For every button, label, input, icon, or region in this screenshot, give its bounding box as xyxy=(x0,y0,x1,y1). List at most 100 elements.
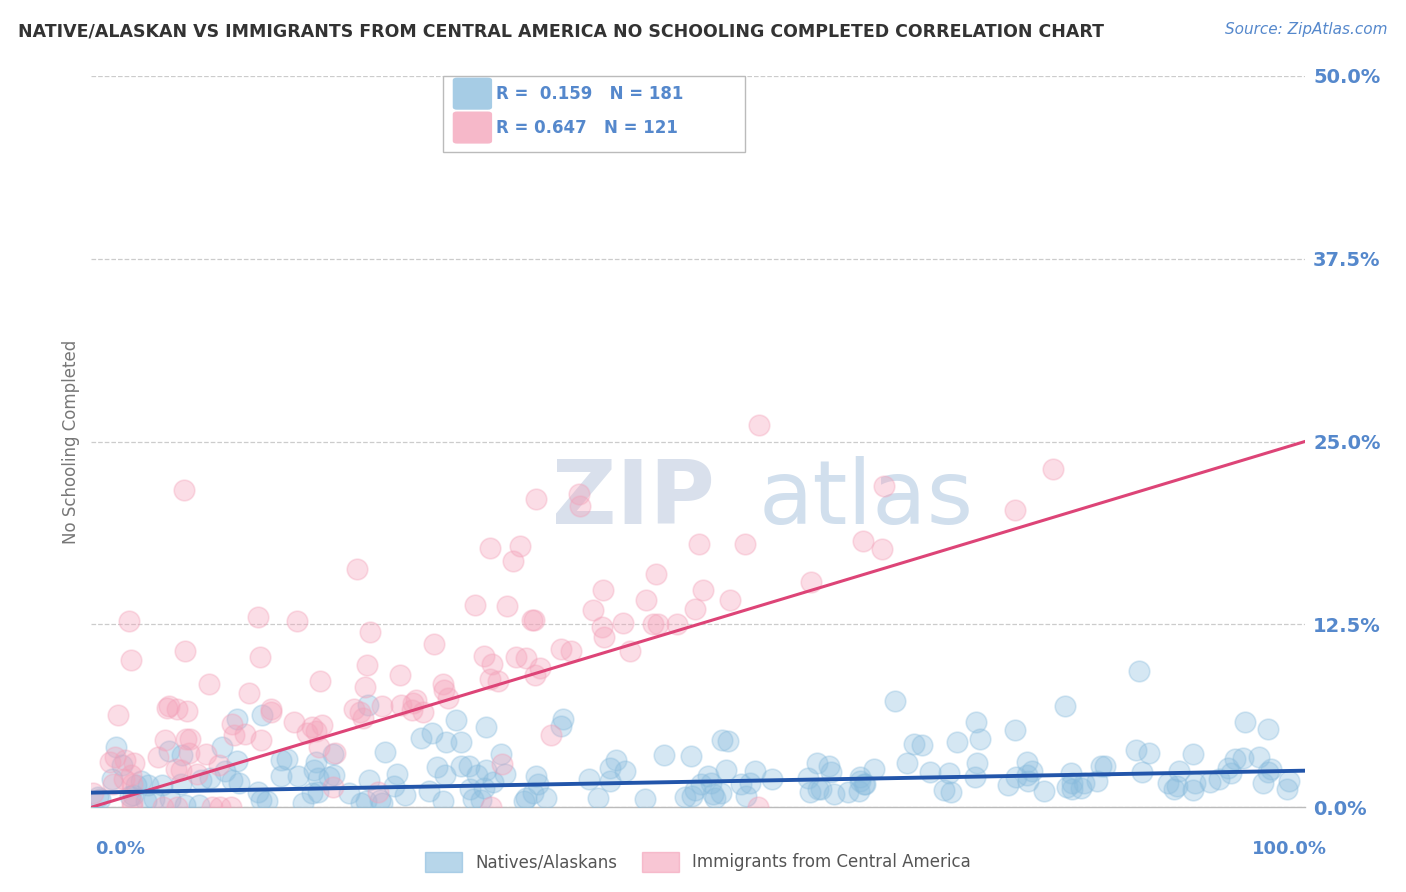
Point xyxy=(513,794,536,808)
Point xyxy=(1278,773,1301,788)
Point xyxy=(371,796,394,810)
Point xyxy=(357,698,380,713)
Point xyxy=(176,704,198,718)
Point xyxy=(1021,764,1043,778)
Point xyxy=(963,770,986,784)
Point xyxy=(105,739,128,754)
Point xyxy=(1128,664,1150,678)
Point xyxy=(1015,768,1038,782)
Point xyxy=(1225,752,1247,766)
Point xyxy=(524,667,547,681)
Point xyxy=(692,583,714,598)
Point xyxy=(166,800,188,814)
Point xyxy=(368,793,391,807)
Point xyxy=(534,790,557,805)
Point xyxy=(388,668,411,682)
Point xyxy=(665,617,688,632)
Point xyxy=(190,773,212,788)
Point xyxy=(505,650,527,665)
Point xyxy=(287,769,309,783)
Point xyxy=(1017,756,1039,770)
Point xyxy=(89,792,111,806)
Point xyxy=(219,800,242,814)
Point xyxy=(738,776,761,790)
Point xyxy=(321,780,343,795)
Point xyxy=(464,598,486,612)
Point xyxy=(872,541,894,556)
Point xyxy=(966,756,988,770)
Point xyxy=(910,739,932,753)
Point xyxy=(1199,775,1222,789)
Point xyxy=(198,771,221,785)
Point xyxy=(247,610,270,624)
Point xyxy=(478,672,501,686)
Point xyxy=(1056,780,1078,794)
Point xyxy=(120,768,142,782)
Point xyxy=(135,794,157,808)
Point xyxy=(101,777,124,791)
Point xyxy=(446,714,468,728)
Point xyxy=(165,762,187,776)
Point xyxy=(918,764,941,779)
Point xyxy=(276,752,298,766)
Point xyxy=(704,791,727,805)
Point xyxy=(896,756,918,771)
Point xyxy=(146,750,169,764)
Point xyxy=(526,491,548,506)
Point xyxy=(359,625,381,640)
Point xyxy=(1085,773,1108,788)
Point xyxy=(209,800,232,814)
Point xyxy=(1042,462,1064,476)
Point xyxy=(221,717,243,731)
Point xyxy=(173,483,195,497)
Point xyxy=(1157,775,1180,789)
Point xyxy=(307,772,329,786)
Point xyxy=(1094,759,1116,773)
Point xyxy=(250,732,273,747)
Point xyxy=(800,575,823,590)
Point xyxy=(599,761,621,775)
Point xyxy=(1182,747,1205,761)
Point xyxy=(433,683,456,698)
Point xyxy=(346,561,368,575)
Text: R = 0.647   N = 121: R = 0.647 N = 121 xyxy=(496,119,678,136)
Point xyxy=(356,658,378,673)
Point xyxy=(472,780,495,795)
Point xyxy=(820,764,842,779)
Text: 0.0%: 0.0% xyxy=(96,840,146,858)
Point xyxy=(605,753,627,767)
Point xyxy=(1017,773,1039,788)
Point xyxy=(683,783,706,797)
Point xyxy=(934,783,956,797)
Point xyxy=(540,728,562,742)
Point xyxy=(849,774,872,789)
Point xyxy=(1257,764,1279,779)
Point xyxy=(683,602,706,616)
Point xyxy=(169,763,191,777)
Point xyxy=(122,788,145,802)
Point xyxy=(389,698,412,712)
Point xyxy=(475,720,498,734)
Point xyxy=(401,703,423,717)
Point xyxy=(654,748,676,763)
Y-axis label: No Schooling Completed: No Schooling Completed xyxy=(62,340,80,543)
Point xyxy=(195,747,218,761)
Point xyxy=(823,787,845,801)
Point xyxy=(156,701,179,715)
Point xyxy=(450,758,472,772)
Point xyxy=(352,711,374,725)
Point xyxy=(479,541,502,556)
Point xyxy=(98,756,121,770)
Point xyxy=(260,701,283,715)
Point xyxy=(412,705,434,719)
Point xyxy=(700,776,723,790)
Point xyxy=(612,615,634,630)
Point xyxy=(578,772,600,787)
Point xyxy=(679,749,702,764)
Point xyxy=(402,697,425,711)
Point xyxy=(997,778,1019,792)
Point xyxy=(247,785,270,799)
Point xyxy=(111,758,134,772)
Point xyxy=(307,784,329,798)
Point xyxy=(120,653,142,667)
